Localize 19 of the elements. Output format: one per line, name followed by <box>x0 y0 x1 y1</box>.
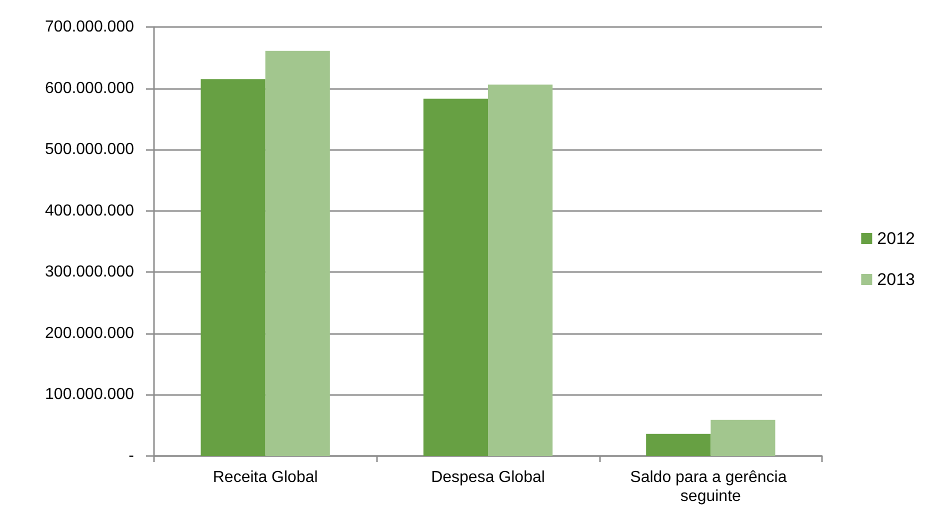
y-tick-label: 700.000.000 <box>45 18 134 36</box>
bar <box>646 434 711 456</box>
y-tick-label: 400.000.000 <box>45 202 134 220</box>
x-tick-label: Receita Global <box>212 469 318 486</box>
y-tick-label: 300.000.000 <box>45 264 134 281</box>
legend-label: 2013 <box>877 270 916 289</box>
legend-label: 2012 <box>877 229 916 248</box>
y-tick-label: - <box>128 448 134 464</box>
bar <box>200 79 266 456</box>
y-tick-label: 500.000.000 <box>45 141 134 158</box>
bar <box>710 420 776 456</box>
bar <box>423 98 488 456</box>
bar <box>265 50 330 456</box>
y-tick-label: 200.000.000 <box>45 324 134 342</box>
y-tick-label: 600.000.000 <box>45 80 134 97</box>
x-tick-label: Saldo para a gerência seguinte <box>630 469 792 505</box>
x-tick-label: Despesa Global <box>431 469 545 486</box>
bar <box>488 84 553 456</box>
y-tick-label: 100.000.000 <box>45 386 134 404</box>
